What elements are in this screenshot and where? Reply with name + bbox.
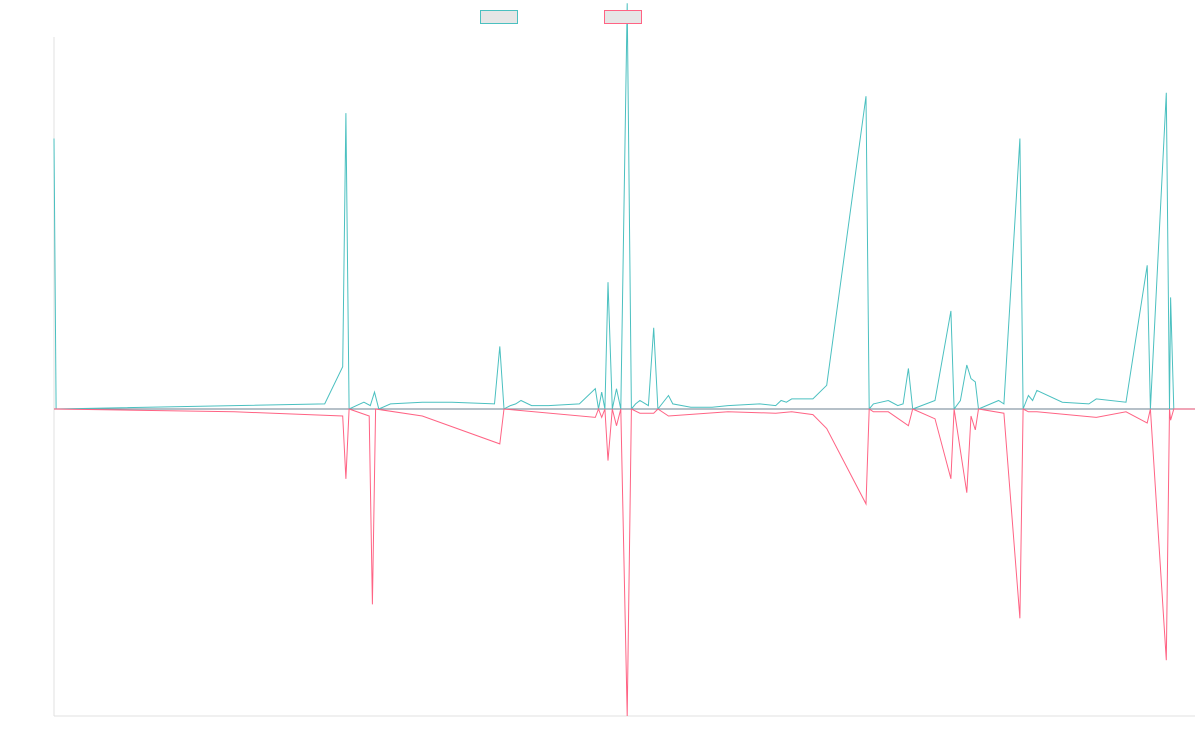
chart-axes: [53, 37, 1195, 717]
legend-swatch-series-2[interactable]: [604, 10, 642, 24]
legend-swatch-series-1[interactable]: [480, 10, 518, 24]
series-line-2[interactable]: [54, 407, 1195, 717]
series-layer: [53, 3, 1195, 717]
series-line-1[interactable]: [53, 3, 1195, 411]
